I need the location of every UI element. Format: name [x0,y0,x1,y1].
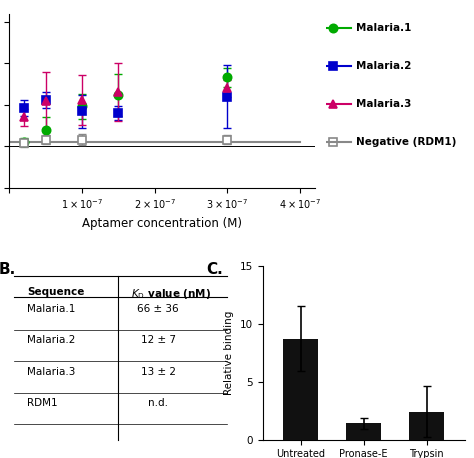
Text: $\it{K}_{\mathrm{D}}$ value (nM): $\it{K}_{\mathrm{D}}$ value (nM) [131,287,211,301]
Text: 13 ± 2: 13 ± 2 [140,367,175,376]
Text: 66 ± 36: 66 ± 36 [137,304,179,314]
Bar [283,339,318,440]
Text: Malaria.3: Malaria.3 [27,367,75,376]
Bar [410,412,444,440]
Text: n.d.: n.d. [148,398,168,408]
Text: Negative (RDM1): Negative (RDM1) [356,137,456,147]
Bar [346,424,381,440]
X-axis label: Aptamer concentration (M): Aptamer concentration (M) [82,217,242,229]
Text: RDM1: RDM1 [27,398,58,408]
Text: 12 ± 7: 12 ± 7 [140,335,175,345]
Text: Malaria.1: Malaria.1 [27,304,75,314]
Text: C.: C. [207,262,223,278]
Text: Sequence: Sequence [27,287,84,297]
Text: Malaria.2: Malaria.2 [356,61,412,71]
Y-axis label: Relative binding: Relative binding [224,311,235,395]
Text: Malaria.3: Malaria.3 [356,99,412,109]
Text: Malaria.2: Malaria.2 [27,335,75,345]
Text: B.: B. [0,262,16,278]
Text: Malaria.1: Malaria.1 [356,22,412,33]
